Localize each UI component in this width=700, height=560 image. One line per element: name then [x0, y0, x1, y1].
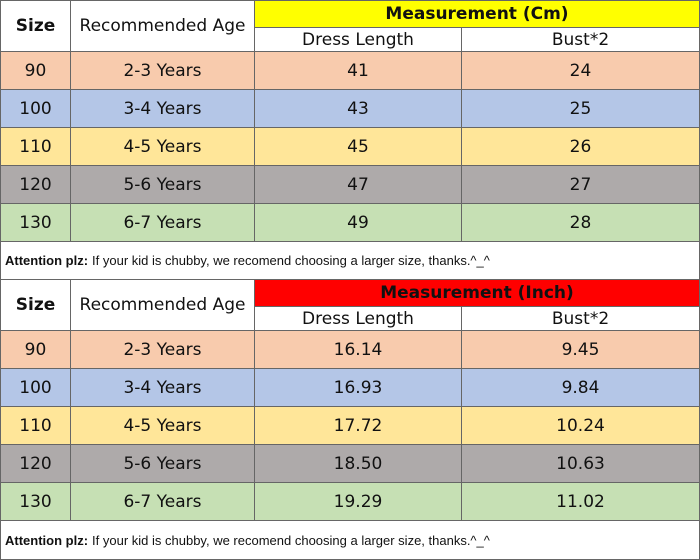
table-cell: 19.29: [254, 482, 462, 521]
table-cell: 45: [254, 127, 462, 166]
table-cell: 24: [461, 51, 700, 90]
measurement-header: Measurement (Inch): [254, 279, 700, 307]
table-cell: 27: [461, 165, 700, 204]
table-cell: 2-3 Years: [70, 51, 255, 90]
table-cell: 16.93: [254, 368, 462, 407]
size-header: Size: [0, 0, 71, 52]
table-cell: 16.14: [254, 330, 462, 369]
note-label: Attention plz:: [5, 532, 89, 548]
note: Attention plz: If your kid is chubby, we …: [0, 520, 700, 560]
table-cell: 43: [254, 89, 462, 128]
table-cell: 49: [254, 203, 462, 242]
table-cell: 3-4 Years: [70, 368, 255, 407]
table-cell: 6-7 Years: [70, 203, 255, 242]
table-cell: 3-4 Years: [70, 89, 255, 128]
age-header: Recommended Age: [70, 279, 255, 331]
size-header: Size: [0, 279, 71, 331]
table-cell: 9.84: [461, 368, 700, 407]
table-cell: 2-3 Years: [70, 330, 255, 369]
table-cell: 10.24: [461, 406, 700, 445]
table-cell: 18.50: [254, 444, 462, 483]
table-cell: 17.72: [254, 406, 462, 445]
table-cell: 9.45: [461, 330, 700, 369]
table-cell: 100: [0, 368, 71, 407]
sub-header: Dress Length: [254, 306, 462, 331]
table-cell: 41: [254, 51, 462, 90]
table-cell: 130: [0, 482, 71, 521]
note-label: Attention plz:: [5, 253, 89, 268]
table-cell: 90: [0, 330, 71, 369]
table-cell: 5-6 Years: [70, 444, 255, 483]
table-cell: 26: [461, 127, 700, 166]
table-cell: 130: [0, 203, 71, 242]
age-header: Recommended Age: [70, 0, 255, 52]
table-cell: 90: [0, 51, 71, 90]
table-cell: 47: [254, 165, 462, 204]
table-cell: 4-5 Years: [70, 406, 255, 445]
table-cell: 100: [0, 89, 71, 128]
table-cell: 4-5 Years: [70, 127, 255, 166]
table-cell: 25: [461, 89, 700, 128]
sub-header: Bust*2: [461, 306, 700, 331]
sub-header: Dress Length: [254, 27, 462, 52]
measurement-header: Measurement (Cm): [254, 0, 700, 28]
table-cell: 28: [461, 203, 700, 242]
table-cell: 110: [0, 127, 71, 166]
table-cell: 120: [0, 444, 71, 483]
table-cell: 120: [0, 165, 71, 204]
note-text: If your kid is chubby, we recomend choos…: [92, 532, 490, 548]
note-text: If your kid is chubby, we recomend choos…: [92, 253, 490, 268]
table-cell: 11.02: [461, 482, 700, 521]
table-cell: 6-7 Years: [70, 482, 255, 521]
note: Attention plz: If your kid is chubby, we …: [0, 241, 700, 280]
table-cell: 5-6 Years: [70, 165, 255, 204]
table-cell: 10.63: [461, 444, 700, 483]
table-cell: 110: [0, 406, 71, 445]
sub-header: Bust*2: [461, 27, 700, 52]
